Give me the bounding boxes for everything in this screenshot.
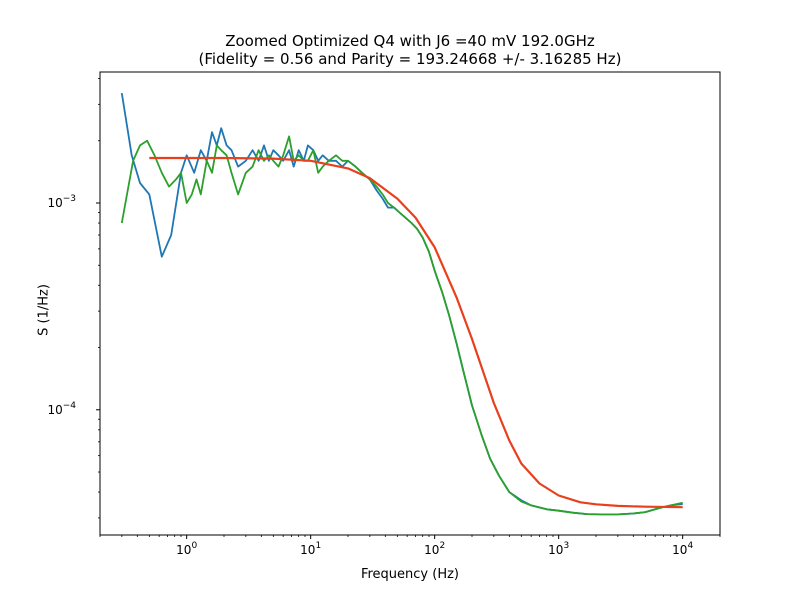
chart-subtitle: (Fidelity = 0.56 and Parity = 193.24668 … bbox=[198, 50, 622, 68]
x-tick-label: 101 bbox=[300, 541, 321, 557]
x-tick-label: 100 bbox=[176, 541, 197, 557]
x-tick-label: 104 bbox=[672, 541, 693, 557]
y-tick-label: 10−4 bbox=[47, 401, 76, 417]
series-line-2 bbox=[120, 135, 683, 516]
series-line-3 bbox=[149, 156, 683, 509]
series-line-1 bbox=[120, 92, 683, 516]
plot-frame bbox=[99, 71, 721, 536]
chart-title: Zoomed Optimized Q4 with J6 =40 mV 192.0… bbox=[225, 32, 595, 50]
x-tick-label: 103 bbox=[548, 541, 569, 557]
x-axis-label: Frequency (Hz) bbox=[360, 567, 460, 582]
y-axis-label: S (1/Hz) bbox=[36, 284, 52, 336]
y-tick-label: 10−3 bbox=[47, 194, 76, 210]
x-tick-label: 102 bbox=[424, 541, 445, 557]
